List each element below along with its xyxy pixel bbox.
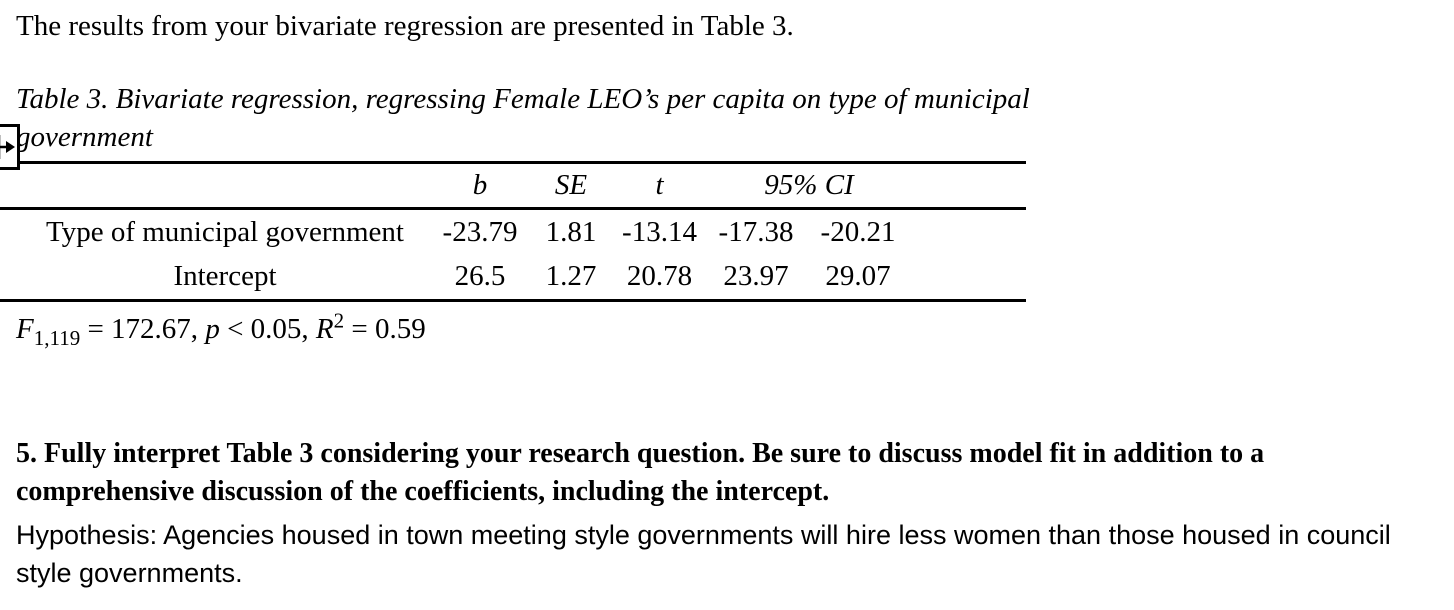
regression-table: b SE t 95% CI Type of municipal governme… [0, 161, 1444, 302]
p-value: < 0.05, [219, 313, 316, 345]
col-header-ci: 95% CI [764, 169, 854, 201]
model-fit-statistics: F1,119 = 172.67, p < 0.05, R2 = 0.59 [16, 309, 1444, 349]
cell-ci-lower: 23.97 [723, 260, 789, 293]
table-row: Type of municipal government -23.79 1.81… [0, 209, 1026, 255]
spacer-cell [911, 209, 1026, 255]
cell-ci-upper: 29.07 [825, 260, 891, 293]
row-label-intercept: Intercept [173, 260, 277, 293]
intro-paragraph: The results from your bivariate regressi… [16, 10, 794, 42]
table-anchor-cursor-icon [0, 124, 22, 170]
cell-se: 1.27 [545, 260, 597, 293]
cell-ci-lower: -17.38 [718, 215, 794, 248]
cell-t: 20.78 [626, 260, 693, 293]
r-exponent: 2 [333, 308, 345, 333]
r-symbol: R [315, 313, 334, 345]
f-degrees-of-freedom: 1,119 [33, 325, 81, 350]
question-paragraph: 5. Fully interpret Table 3 considering y… [16, 438, 1265, 507]
col-header-se: SE [554, 169, 588, 201]
p-symbol: p [205, 313, 220, 345]
f-value: = 172.67, [80, 313, 206, 345]
table-caption: Table 3. Bivariate regression, regressin… [16, 83, 1030, 153]
cell-b: -23.79 [442, 215, 518, 248]
cell-b: 26.5 [454, 260, 506, 293]
f-symbol: F [16, 313, 34, 345]
row-label-type-of-government: Type of municipal government [46, 215, 404, 248]
hypothesis-paragraph: Hypothesis: Agencies housed in town meet… [16, 520, 1391, 588]
col-header-t: t [655, 169, 664, 201]
col-header-b: b [472, 169, 488, 201]
r-squared-value: = 0.59 [344, 313, 426, 345]
table-header-row: b SE t 95% CI [0, 163, 1027, 209]
table-row: Intercept 26.5 1.27 20.78 23.97 29.07 [0, 255, 1026, 301]
cell-t: -13.14 [622, 215, 697, 248]
empty-header-cell [0, 163, 430, 209]
spacer-header-cell [911, 163, 1026, 209]
cell-ci-upper: -20.21 [820, 215, 896, 248]
cell-se: 1.81 [545, 215, 597, 248]
spacer-cell [911, 255, 1026, 301]
